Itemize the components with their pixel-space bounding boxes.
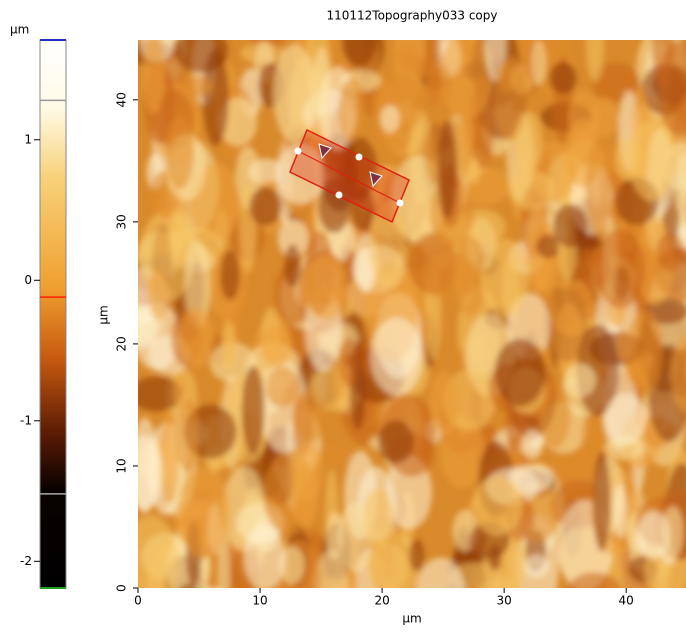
x-tick-label: 0 [134, 594, 142, 608]
texture-blob [266, 366, 300, 408]
texture-blob [159, 410, 179, 504]
texture-blob [416, 558, 466, 629]
x-tick-label: 10 [252, 594, 267, 608]
texture-blob [366, 543, 408, 593]
texture-blob [292, 390, 325, 443]
texture-blob [302, 255, 348, 319]
texture-blob [313, 47, 330, 120]
texture-blob [568, 90, 599, 144]
texture-blob [586, 8, 604, 83]
texture-blob [284, 244, 301, 287]
texture-blob [220, 250, 240, 301]
texture-blob [175, 76, 213, 97]
colorbar-tick-label: 1 [24, 132, 32, 146]
texture-blob [467, 158, 480, 184]
texture-blob [143, 34, 166, 114]
texture-blob [177, 584, 198, 611]
texture-blob [178, 467, 231, 558]
texture-blob [438, 120, 457, 219]
x-tick-label: 40 [619, 594, 634, 608]
texture-blob [586, 139, 611, 235]
y-tick-label: 20 [115, 336, 129, 351]
colorbar-tick-label: -1 [20, 413, 32, 427]
texture-blob [148, 268, 167, 320]
y-tick-label: 40 [115, 92, 129, 107]
texture-blob [508, 170, 554, 210]
texture-blob [378, 420, 414, 464]
y-tick-label: 10 [115, 458, 129, 473]
texture-blob [363, 488, 395, 549]
texture-blob [244, 525, 286, 591]
x-tick-label: 30 [497, 594, 512, 608]
texture [113, 0, 686, 629]
x-tick-label: 20 [374, 594, 389, 608]
texture-blob [430, 372, 459, 435]
texture-blob [174, 28, 228, 73]
texture-blob [426, 64, 452, 110]
handle[interactable] [336, 192, 343, 199]
texture-blob [222, 322, 236, 371]
texture-blob [290, 465, 318, 527]
texture-blob [472, 476, 523, 536]
colorbar-tick-label: 0 [24, 273, 32, 287]
texture-blob [629, 119, 676, 201]
texture-blob [596, 229, 645, 309]
texture-blob [261, 326, 292, 367]
x-axis-label: µm [402, 612, 421, 626]
title: 110112Topography033 copy [326, 9, 497, 23]
colorbar-tick-label: -2 [20, 554, 32, 568]
texture-blob [123, 515, 178, 613]
texture-blob [380, 105, 400, 133]
texture-blob [593, 452, 611, 552]
texture-blob [249, 187, 281, 226]
texture-blob [495, 339, 545, 407]
texture-blob [524, 554, 549, 578]
texture-blob [563, 363, 595, 398]
texture-blob [166, 116, 194, 189]
texture-blob [173, 377, 187, 410]
texture-blob [173, 585, 226, 607]
texture-blob [242, 366, 265, 454]
texture-blob [409, 539, 424, 572]
texture-blob [131, 418, 158, 513]
texture-blob [613, 484, 628, 538]
texture-blob [553, 204, 588, 248]
texture-blob [179, 308, 214, 367]
texture-blob [662, 506, 683, 559]
texture-blob [549, 62, 576, 94]
y-tick-label: 0 [115, 584, 129, 592]
texture-blob [422, 252, 477, 300]
texture-blob [340, 337, 359, 387]
texture-blob [341, 17, 377, 66]
texture-blob [339, 79, 365, 141]
texture-blob [626, 309, 662, 396]
handle[interactable] [356, 154, 363, 161]
texture-blob [514, 111, 542, 174]
y-tick-label: 30 [115, 214, 129, 229]
texture-blob [657, 232, 684, 272]
colorbar-unit: µm [10, 23, 29, 37]
texture-blob [370, 318, 423, 396]
texture-blob [530, 41, 546, 86]
texture-blob [273, 44, 315, 143]
y-axis-label: µm [97, 305, 111, 324]
texture-blob [384, 136, 406, 168]
texture-blob [480, 238, 529, 316]
handle[interactable] [397, 200, 404, 207]
texture-blob [522, 430, 544, 459]
texture-blob [458, 115, 474, 153]
texture-blob [568, 572, 622, 607]
colorbar [40, 40, 66, 588]
handle[interactable] [295, 148, 302, 155]
texture-blob [605, 393, 646, 445]
